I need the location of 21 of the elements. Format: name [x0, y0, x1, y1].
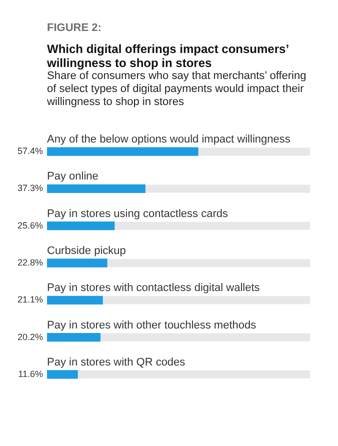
chart-title: FIGURE 2: [47, 22, 102, 34]
text: Share of consumers who say that merchants’ offering of select types of digital payments would impact their willingness to shop in stores [47, 70, 308, 109]
chart-subtitle: Which digital offerings impact consumers’ willingness to shop in stores [47, 42, 290, 70]
data-label: 37.3% [17, 183, 43, 194]
data-label: 20.2% [17, 332, 43, 342]
data-label: 57.4% [17, 146, 43, 156]
y-tick-label: Pay in stores with QR codes [47, 356, 186, 368]
bar [47, 258, 108, 268]
bar [47, 332, 100, 342]
y-tick-label: Pay in stores using contactless cards [47, 208, 228, 220]
data-label: 25.6% [17, 220, 43, 230]
bar [47, 370, 78, 379]
y-tick-label: Pay in stores with contactless digital wallets [47, 282, 260, 294]
y-tick-label: Any of the below options would impact willingness [47, 134, 291, 146]
y-tick-label: Pay in stores with other touchless methods [47, 319, 257, 332]
data-label: 22.8% [17, 257, 43, 268]
y-tick-label: Curbside pickup [47, 245, 126, 257]
bar [47, 296, 103, 304]
data-label: 21.1% [17, 294, 43, 305]
data-label: 11.6% [18, 368, 43, 379]
y-tick-label: Pay online [47, 170, 98, 183]
